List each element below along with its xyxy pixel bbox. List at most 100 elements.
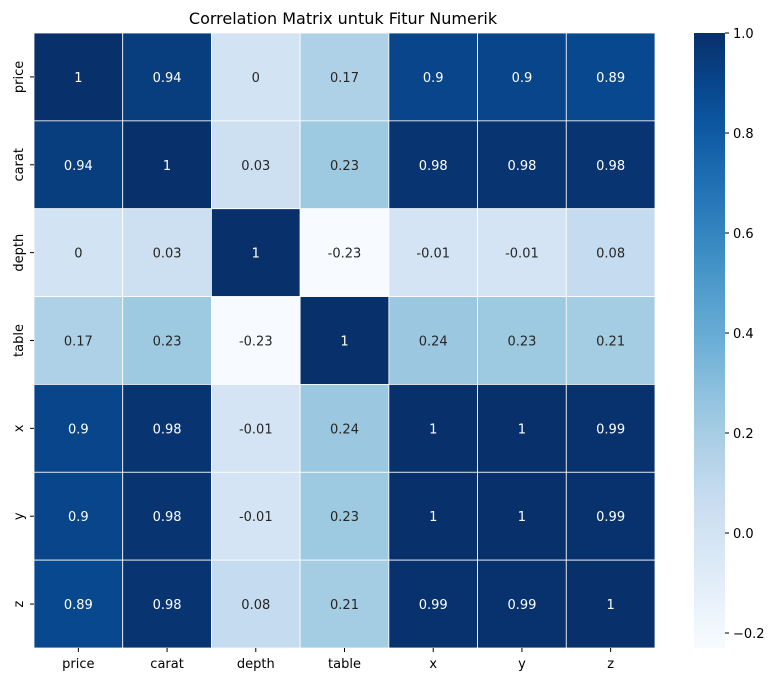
cell-value-label: 0.89 [64,598,93,613]
cell-value-label: 0.24 [330,422,359,437]
x-tick-label: carat [150,657,184,672]
colorbar: −0.2 0.0 0.2 0.4 0.6 0.8 1.0 [694,27,765,648]
colorbar-gradient [694,33,725,648]
cell-value-label: 0.99 [507,598,536,613]
cell-annotations: 1 0.94 0 0.17 0.9 0.9 0.89 0.94 1 0.03 0.23 0.98 0.9… [64,71,625,613]
cell-value-label: -0.01 [416,247,450,262]
colorbar-tick-label: 0.8 [733,127,754,142]
heatmap-cell-price-carat [122,32,212,122]
cell-value-label: 0.17 [64,335,93,350]
heatmap-cell-table-table [299,296,390,385]
heatmap-cell-depth-x [388,208,478,297]
cell-value-label: 0.98 [596,159,625,174]
cell-value-label: 0 [74,247,82,262]
heatmap-cell-table-carat [122,296,212,385]
heatmap-cell-carat-x [388,120,478,210]
heatmap-cell-y-price [33,471,124,561]
cell-value-label: 0.9 [512,71,533,86]
x-tick-label: z [607,657,614,672]
x-axis: price carat depth table x y z [62,648,614,672]
heatmap-cell-x-z [565,384,656,473]
cell-value-label: -0.01 [239,422,273,437]
heatmap-cell-x-depth [211,384,301,473]
cell-value-label: 0.98 [507,159,536,174]
cell-value-label: -0.23 [239,335,273,350]
heatmap-cell-y-depth [211,471,301,561]
cell-value-label: 0.98 [153,422,182,437]
heatmap-cell-y-z [565,471,656,561]
cell-value-label: 0.21 [330,598,359,613]
heatmap-cell-table-y [477,296,567,385]
cell-value-label: 0.99 [419,598,448,613]
heatmap-cell-price-table [299,32,390,122]
heatmap-cell-price-price [33,32,124,122]
cell-value-label: 1 [340,335,348,350]
heatmap-cell-z-z [565,559,656,649]
colorbar-tick-label: 0.2 [733,427,754,442]
heatmap-cell-carat-z [565,120,656,210]
cell-value-label: 1 [163,159,171,174]
y-tick-label: x [12,424,27,432]
cell-value-label: 0.98 [153,598,182,613]
colorbar-tick-label: 1.0 [733,27,754,42]
y-tick-label: depth [12,234,27,272]
heatmap-cell-price-x [388,32,478,122]
heatmap-cell-z-x [388,559,478,649]
heatmap-cell-depth-carat [122,208,212,297]
heatmap-cell-z-depth [211,559,301,649]
cell-value-label: -0.01 [505,247,539,262]
heatmap-cell-z-price [33,559,124,649]
cell-value-label: 0.08 [241,598,270,613]
heatmap-cell-z-table [299,559,390,649]
cell-value-label: 0.24 [419,335,448,350]
cell-value-label: 0.03 [153,247,182,262]
heatmap-cell-table-price [33,296,124,385]
heatmap-cell-depth-price [33,208,124,297]
heatmap-cell-depth-z [565,208,656,297]
heatmap-cell-y-table [299,471,390,561]
cell-value-label: 1 [429,422,437,437]
cell-value-label: 1 [429,510,437,525]
heatmap-cells [33,32,656,649]
heatmap-cell-carat-price [33,120,124,210]
chart-title: Correlation Matrix untuk Fitur Numerik [189,9,498,28]
cell-value-label: 0.23 [330,510,359,525]
heatmap-cell-price-depth [211,32,301,122]
heatmap-cell-y-carat [122,471,212,561]
y-tick-label: y [12,512,27,520]
cell-value-label: 0.94 [64,159,93,174]
heatmap-cell-x-price [33,384,124,473]
cell-value-label: 0.03 [241,159,270,174]
x-tick-label: y [518,657,526,672]
cell-value-label: 0.89 [596,71,625,86]
heatmap-cell-table-z [565,296,656,385]
cell-value-label: 0.21 [596,335,625,350]
x-tick-label: table [328,657,361,672]
x-tick-label: depth [237,657,275,672]
y-axis: price carat depth table x y z [12,61,34,607]
cell-value-label: 0.9 [68,510,89,525]
cell-value-label: 0.99 [596,510,625,525]
cell-value-label: 0.9 [423,71,444,86]
heatmap-cell-depth-depth [211,208,301,297]
heatmap-cell-z-y [477,559,567,649]
colorbar-tick-label: 0.6 [733,227,754,242]
y-tick-label: price [12,61,27,93]
x-tick-label: x [429,657,437,672]
cell-value-label: 0.17 [330,71,359,86]
cell-value-label: 0.94 [153,71,182,86]
cell-value-label: 0.23 [153,335,182,350]
colorbar-tick-label: 0.0 [733,527,754,542]
heatmap-cell-carat-depth [211,120,301,210]
heatmap-cell-y-x [388,471,478,561]
cell-value-label: 0.98 [153,510,182,525]
cell-value-label: 1 [518,510,526,525]
cell-value-label: 0 [252,71,260,86]
cell-value-label: 1 [74,71,82,86]
y-tick-label: table [12,324,27,357]
cell-value-label: 1 [252,247,260,262]
x-tick-label: price [62,657,94,672]
cell-value-label: -0.23 [328,247,362,262]
